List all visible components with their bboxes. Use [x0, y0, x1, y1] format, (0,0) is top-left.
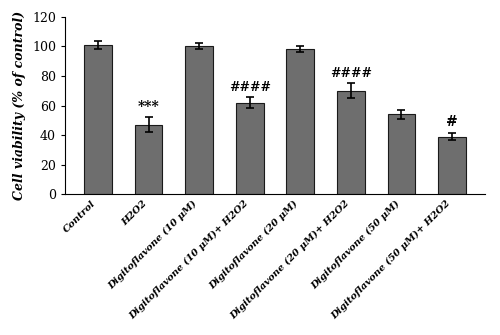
Bar [185, 46, 213, 194]
Bar [134, 125, 162, 194]
Bar [388, 115, 415, 194]
Text: ####: #### [228, 81, 270, 94]
Bar [84, 45, 112, 194]
Y-axis label: Cell viability (% of control): Cell viability (% of control) [14, 11, 26, 200]
Bar [236, 103, 264, 194]
Text: #: # [446, 115, 458, 129]
Bar [438, 137, 466, 194]
Text: ***: *** [138, 100, 160, 114]
Bar [286, 49, 314, 194]
Text: ####: #### [330, 67, 372, 80]
Bar [337, 91, 365, 194]
